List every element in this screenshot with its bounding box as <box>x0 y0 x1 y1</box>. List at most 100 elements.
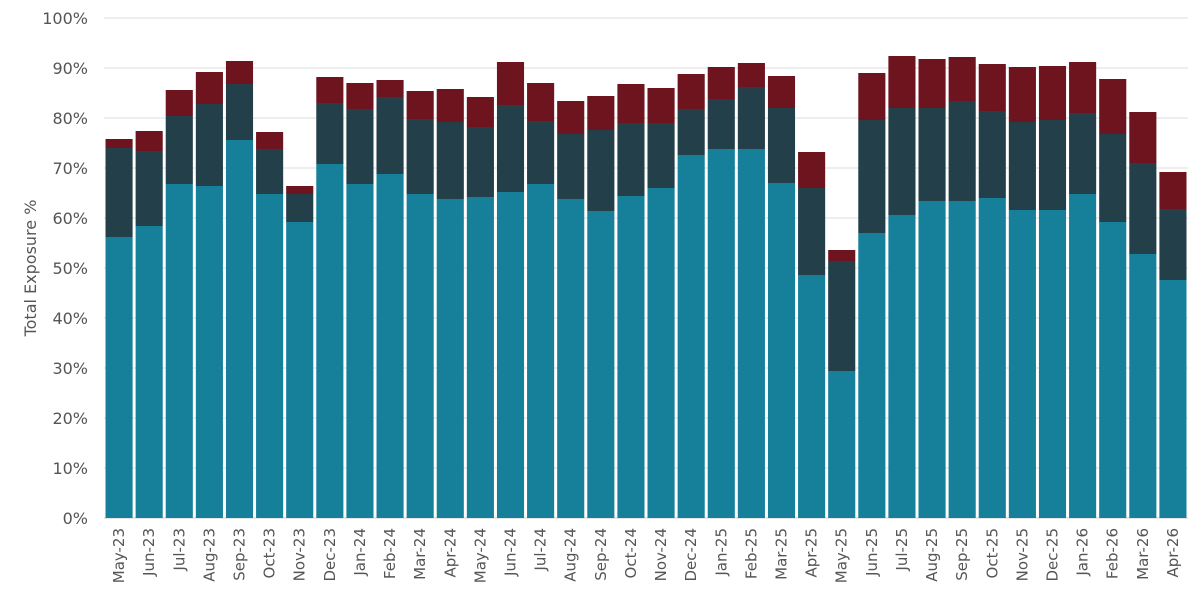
bar-segment-Dec-23-s1 <box>316 103 344 164</box>
x-tick-label: Feb-25 <box>742 528 760 579</box>
bar-segment-Dec-24-s1 <box>677 109 705 155</box>
bar-segment-May-24-s2 <box>466 97 494 127</box>
y-tick-label: 0% <box>63 509 88 528</box>
x-tick-label: Apr-26 <box>1164 528 1182 578</box>
bar-segment-Apr-24-s1 <box>436 122 464 199</box>
x-tick-label: Dec-25 <box>1044 528 1062 582</box>
bar-segment-Jan-25-s1 <box>707 99 735 149</box>
x-tick-label: Dec-24 <box>682 528 700 582</box>
x-tick-label: Sep-25 <box>953 528 971 581</box>
bar-segment-Aug-24-s1 <box>557 134 585 199</box>
x-tick-label: Dec-23 <box>321 528 339 582</box>
bar-segment-Feb-24-s0 <box>376 174 404 518</box>
bar-segment-Mar-25-s1 <box>767 108 796 183</box>
bar-segment-Aug-25-s0 <box>918 201 946 518</box>
bar-segment-Jul-24-s1 <box>527 121 555 184</box>
bar-segment-Oct-23-s2 <box>256 132 284 149</box>
bar-segment-Jul-25-s0 <box>888 215 916 518</box>
bar-segment-Jul-24-s0 <box>527 184 555 518</box>
x-tick-label: Oct-25 <box>983 528 1001 578</box>
gridlines <box>104 17 1188 519</box>
bar-segment-Oct-23-s0 <box>256 194 284 518</box>
bar-segment-Sep-24-s2 <box>587 96 615 130</box>
bar-segment-May-23-s1 <box>105 148 133 237</box>
x-tick-label: Aug-24 <box>562 528 580 582</box>
bars <box>105 56 1187 518</box>
bar-segment-Oct-24-s1 <box>617 123 645 196</box>
bar-segment-Jun-25-s1 <box>858 120 886 233</box>
bar-segment-May-24-s0 <box>466 197 494 518</box>
bar-segment-Nov-25-s2 <box>1008 67 1036 122</box>
x-tick-label: Jan-24 <box>351 528 369 577</box>
y-tick-label: 20% <box>52 409 88 428</box>
y-tick-label: 30% <box>52 359 88 378</box>
y-tick-label: 100% <box>42 9 88 28</box>
bar-segment-Dec-24-s2 <box>677 74 705 109</box>
bar-segment-Sep-23-s0 <box>225 140 254 518</box>
x-tick-label: Mar-25 <box>773 528 791 580</box>
bar-segment-May-25-s1 <box>828 261 856 371</box>
bar-segment-Mar-24-s0 <box>406 194 434 518</box>
bar-segment-Nov-24-s2 <box>647 88 675 123</box>
bar-segment-Aug-23-s2 <box>195 72 223 104</box>
bar-segment-Jan-25-s0 <box>707 149 735 518</box>
bar-segment-Jan-25-s2 <box>707 67 735 99</box>
bar-segment-Apr-26-s0 <box>1159 280 1187 518</box>
bar-segment-Apr-24-s0 <box>436 199 464 518</box>
bar-segment-Mar-26-s0 <box>1129 254 1157 518</box>
bar-segment-Jun-24-s2 <box>496 62 525 105</box>
bar-segment-Feb-25-s0 <box>737 149 765 518</box>
bar-segment-May-24-s1 <box>466 127 494 197</box>
y-tick-label: 70% <box>52 159 88 178</box>
x-tick-label: Jun-23 <box>140 528 158 577</box>
bar-segment-Oct-23-s1 <box>256 149 284 194</box>
bar-segment-Jul-23-s0 <box>165 184 193 518</box>
bar-segment-Jan-26-s0 <box>1069 194 1097 518</box>
bar-segment-Jul-25-s1 <box>888 108 916 215</box>
bar-segment-Aug-23-s1 <box>195 104 223 186</box>
bar-segment-Apr-25-s0 <box>798 275 826 518</box>
bar-segment-Dec-25-s0 <box>1038 210 1067 518</box>
bar-segment-Jun-24-s1 <box>496 105 525 192</box>
x-tick-label: Jan-25 <box>712 528 730 577</box>
bar-segment-Jun-23-s0 <box>135 226 163 518</box>
bar-segment-Nov-23-s2 <box>286 186 314 194</box>
bar-segment-Nov-23-s0 <box>286 222 314 518</box>
bar-segment-Jun-23-s1 <box>135 151 163 226</box>
bar-segment-Aug-25-s1 <box>918 108 946 201</box>
bar-segment-May-25-s2 <box>828 250 856 261</box>
bar-segment-Mar-26-s2 <box>1129 112 1157 163</box>
bar-segment-Nov-25-s0 <box>1008 210 1036 518</box>
bar-segment-Feb-24-s2 <box>376 80 404 97</box>
x-tick-label: Jun-25 <box>863 528 881 577</box>
bar-segment-Sep-23-s2 <box>225 61 254 84</box>
bar-segment-Dec-25-s2 <box>1038 66 1067 120</box>
bar-segment-Dec-23-s2 <box>316 77 344 103</box>
bar-segment-Mar-25-s0 <box>767 183 796 518</box>
bar-segment-Aug-24-s0 <box>557 199 585 518</box>
x-tick-label: Oct-23 <box>261 528 279 578</box>
bar-segment-Nov-23-s1 <box>286 194 314 222</box>
y-tick-label: 90% <box>52 59 88 78</box>
bar-segment-Feb-26-s0 <box>1099 222 1127 518</box>
x-tick-label: Apr-25 <box>803 528 821 578</box>
bar-segment-Mar-24-s1 <box>406 119 434 194</box>
bar-segment-Oct-25-s1 <box>978 111 1006 198</box>
x-tick-label: Apr-24 <box>441 528 459 578</box>
bar-segment-May-23-s0 <box>105 237 133 518</box>
x-tick-label: Feb-24 <box>381 528 399 579</box>
y-axis-label: Total Exposure % <box>21 200 40 338</box>
bar-segment-Oct-25-s2 <box>978 64 1006 111</box>
bar-segment-Oct-25-s0 <box>978 198 1006 518</box>
x-tick-label: May-25 <box>833 528 851 583</box>
bar-segment-Jul-23-s1 <box>165 116 193 184</box>
x-tick-label: Oct-24 <box>622 528 640 578</box>
x-tick-label: Nov-23 <box>291 528 309 581</box>
x-tick-label: Sep-24 <box>592 528 610 581</box>
bar-segment-Apr-26-s2 <box>1159 172 1187 209</box>
bar-segment-Jul-23-s2 <box>165 90 193 116</box>
x-tick-label: Mar-24 <box>411 528 429 580</box>
bar-segment-Aug-23-s0 <box>195 186 223 518</box>
y-tick-label: 50% <box>52 259 88 278</box>
